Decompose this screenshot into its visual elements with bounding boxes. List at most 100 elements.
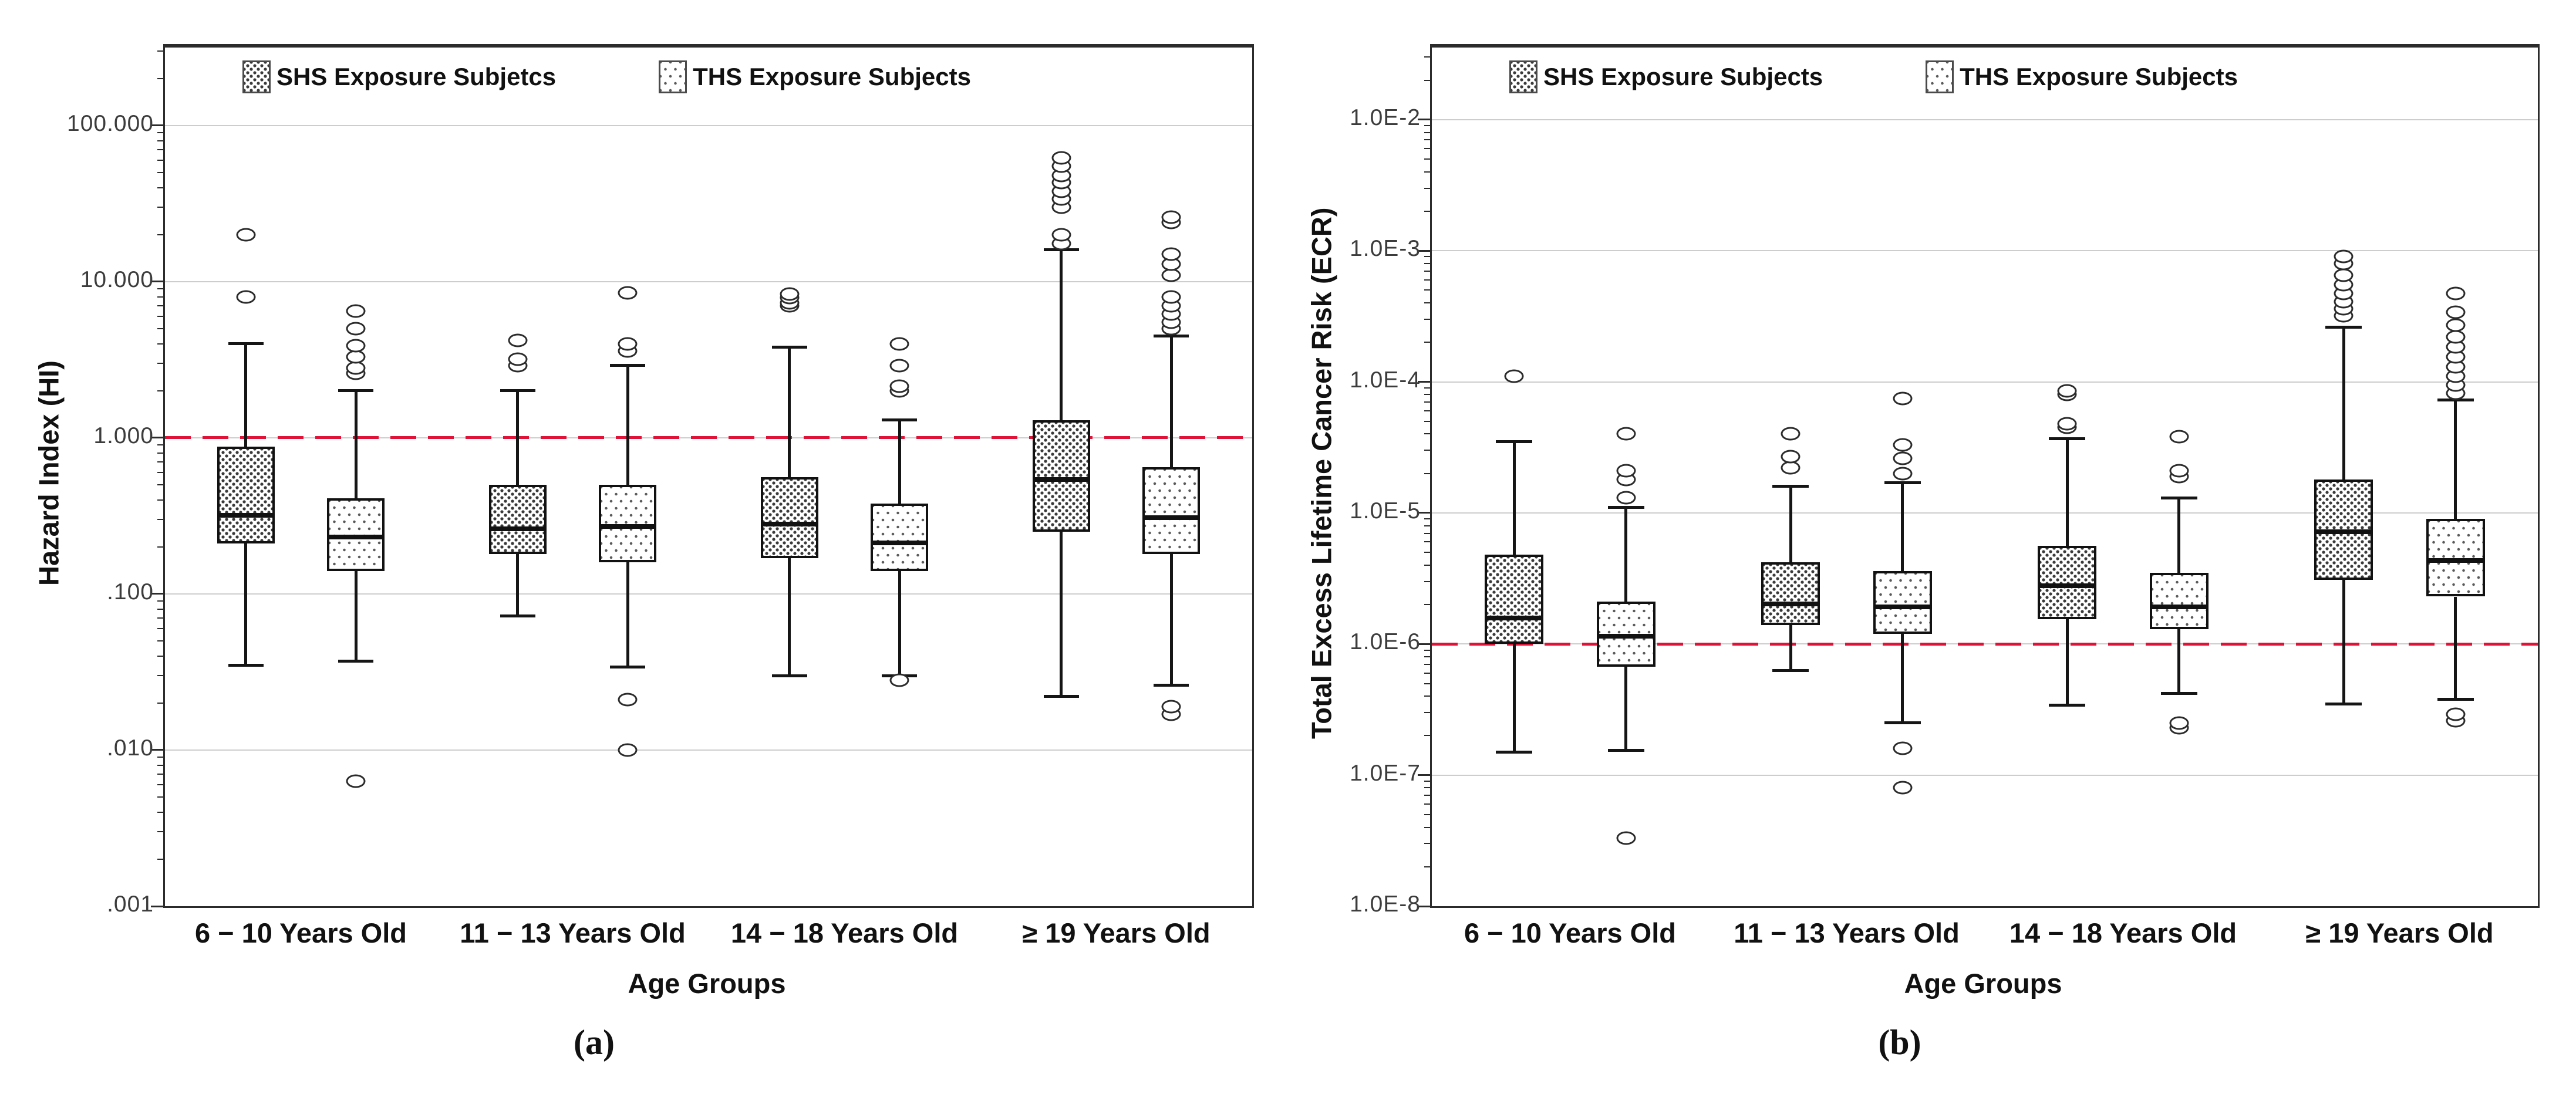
y-axis-minor-tick [1424, 387, 1432, 389]
y-axis-minor-tick [1424, 564, 1432, 566]
whisker-upper-ths-group-1 [1624, 507, 1628, 602]
y-axis-minor-tick [1424, 256, 1432, 258]
x-axis-category-label: 14 − 18 Years Old [730, 917, 959, 948]
legend-swatch-ths-icon [1926, 60, 1954, 93]
whisker-lower-shs-group-3 [788, 558, 791, 676]
whisker-cap-bottom-ths-group-4 [2437, 697, 2474, 701]
outlier-point-ths-group-2 [1893, 781, 1913, 795]
whisker-cap-bottom-ths-group-1 [1607, 748, 1644, 752]
outlier-point-ths-group-2 [1893, 391, 1913, 405]
gridline [1432, 512, 2538, 514]
whisker-cap-top-shs-group-3 [771, 346, 808, 349]
y-axis-minor-tick [1424, 663, 1432, 665]
y-axis-tick-label: 1.0E-2 [1350, 104, 1421, 130]
y-axis-minor-tick [1424, 158, 1432, 160]
whisker-cap-bottom-shs-group-3 [2049, 704, 2086, 707]
whisker-upper-ths-group-4 [2454, 400, 2457, 519]
legend-label-ths: THS Exposure Subjects [1960, 63, 2238, 90]
gridline [165, 124, 1252, 126]
y-axis-major-tick [1418, 905, 1432, 907]
x-axis-category-label: ≥ 19 Years Old [1022, 917, 1211, 948]
median-ths-group-4 [1142, 515, 1201, 520]
y-axis-minor-tick [1424, 171, 1432, 173]
y-axis-tick-label: .010 [107, 735, 154, 761]
y-axis-minor-tick [1424, 401, 1432, 403]
whisker-upper-ths-group-1 [354, 390, 358, 498]
box-ths-group-1 [326, 498, 385, 572]
outlier-point-shs-group-2 [508, 333, 528, 347]
y-axis-minor-tick [157, 784, 165, 785]
whisker-upper-ths-group-3 [2177, 498, 2181, 573]
y-axis-minor-tick [157, 77, 165, 79]
whisker-cap-bottom-shs-group-3 [771, 674, 808, 677]
whisker-lower-ths-group-1 [1624, 667, 1628, 751]
y-axis-tick-label: 1.0E-8 [1350, 892, 1421, 917]
y-axis-tick-label: 1.0E-6 [1350, 629, 1421, 655]
whisker-lower-ths-group-2 [1901, 633, 1904, 723]
outlier-point-ths-group-3 [889, 359, 909, 373]
y-axis-minor-tick [1424, 342, 1432, 343]
legend-label-ths: THS Exposure Subjects [693, 63, 971, 90]
whisker-cap-bottom-ths-group-2 [609, 666, 646, 669]
x-axis-title-b: Age Groups [1904, 968, 2062, 999]
outlier-point-ths-group-3 [2169, 430, 2189, 444]
whisker-upper-shs-group-1 [244, 343, 248, 447]
y-axis-minor-tick [157, 187, 165, 188]
whisker-cap-top-shs-group-2 [500, 389, 536, 393]
y-axis-tick-label: 1.0E-7 [1350, 760, 1421, 786]
outlier-point-ths-group-1 [346, 322, 366, 336]
whisker-lower-ths-group-4 [1169, 554, 1173, 686]
box-ths-group-2 [1873, 571, 1932, 634]
y-axis-minor-tick [1424, 410, 1432, 412]
whisker-upper-shs-group-2 [516, 390, 520, 485]
y-axis-minor-tick [157, 617, 165, 619]
outlier-point-ths-group-2 [618, 337, 638, 351]
outlier-point-ths-group-2 [1893, 467, 1913, 481]
y-axis-minor-tick [1424, 262, 1432, 264]
y-axis-major-tick [151, 124, 165, 127]
whisker-lower-shs-group-2 [516, 554, 520, 616]
outlier-point-ths-group-1 [1616, 491, 1636, 505]
whisker-cap-top-shs-group-2 [1772, 484, 1809, 488]
panel-a-hazard-index: Hazard Index (HI) SHS Exposure Subjetcs … [33, 44, 1254, 1062]
y-axis-minor-tick [1424, 712, 1432, 714]
median-shs-group-4 [1032, 477, 1091, 482]
outlier-point-ths-group-3 [889, 337, 909, 351]
y-axis-minor-tick [157, 296, 165, 298]
y-axis-minor-tick [1424, 735, 1432, 737]
y-axis-minor-tick [157, 831, 165, 833]
y-axis-minor-tick [157, 159, 165, 161]
y-axis-tick-label: 10.000 [80, 266, 154, 292]
whisker-cap-top-ths-group-1 [1607, 506, 1644, 509]
y-axis-minor-tick [157, 600, 165, 602]
median-ths-group-1 [1596, 633, 1655, 639]
median-ths-group-1 [326, 534, 385, 539]
median-ths-group-2 [598, 524, 657, 529]
whisker-lower-ths-group-4 [2454, 596, 2457, 700]
box-ths-group-4 [1142, 467, 1201, 555]
outlier-point-shs-group-2 [1781, 427, 1800, 441]
y-axis-minor-tick [157, 305, 165, 307]
y-axis-minor-tick [1424, 302, 1432, 304]
y-axis-minor-tick [157, 234, 165, 235]
outlier-point-ths-group-1 [1616, 464, 1636, 478]
y-axis-minor-tick [157, 461, 165, 463]
outlier-point-ths-group-4 [1161, 700, 1181, 714]
median-shs-group-4 [2314, 529, 2373, 534]
y-axis-major-tick [1418, 381, 1432, 383]
outlier-point-ths-group-3 [889, 379, 909, 393]
whisker-cap-top-shs-group-1 [228, 342, 264, 346]
plot-area-b: SHS Exposure Subjects THS Exposure Subje… [1418, 44, 2540, 948]
y-axis-minor-tick [157, 655, 165, 657]
outlier-point-ths-group-4 [1161, 210, 1181, 224]
y-axis-minor-tick [157, 315, 165, 317]
whisker-cap-bottom-ths-group-1 [338, 660, 374, 663]
y-axis-minor-tick [1424, 211, 1432, 212]
y-axis-major-tick [151, 749, 165, 751]
y-axis-major-tick [151, 437, 165, 439]
y-axis-minor-tick [1424, 803, 1432, 805]
median-shs-group-3 [2038, 583, 2097, 589]
whisker-cap-bottom-shs-group-2 [500, 614, 536, 618]
outlier-point-ths-group-3 [2169, 716, 2189, 730]
y-axis-tick-label: 1.0E-3 [1350, 236, 1421, 262]
